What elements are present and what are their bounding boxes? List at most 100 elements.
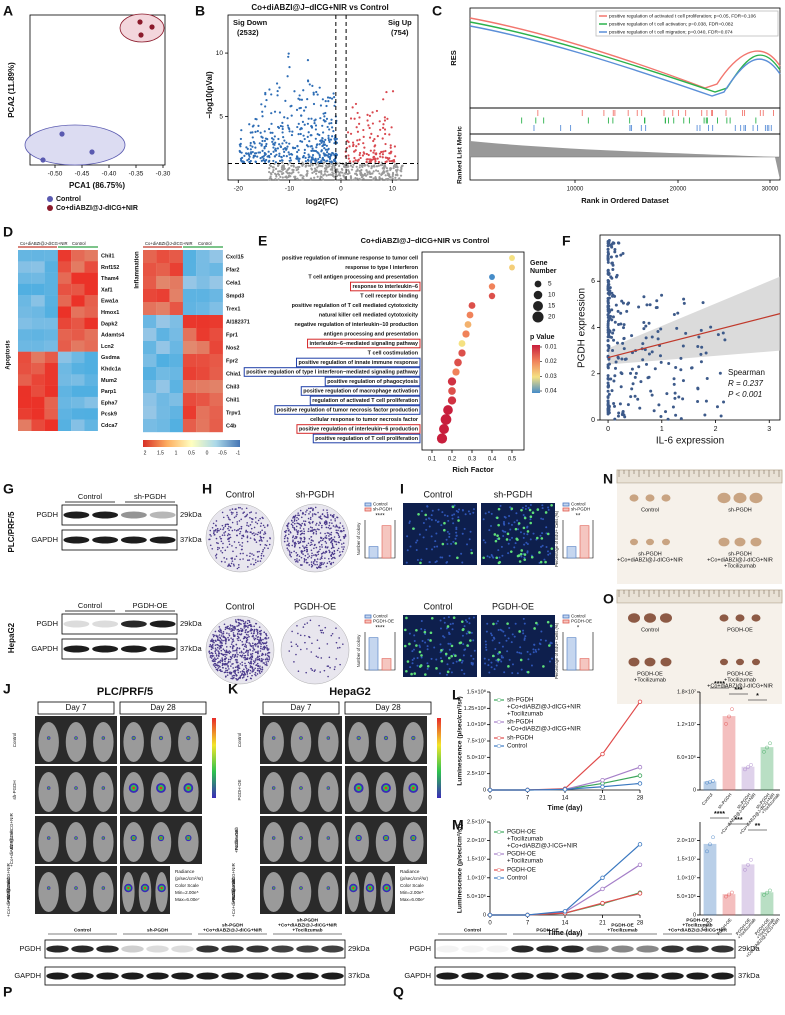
bar — [703, 843, 717, 916]
gene-point — [249, 159, 252, 163]
colony — [325, 534, 328, 537]
nucleus — [425, 528, 428, 531]
label: −log10(pVal) — [205, 71, 214, 119]
label: +Co+diABZI@J-dICG+NIR — [668, 927, 727, 933]
nucleus — [541, 532, 544, 535]
nucleus — [463, 672, 466, 675]
colony — [236, 647, 239, 649]
colony — [265, 642, 267, 645]
gene-point — [358, 116, 361, 119]
colony — [324, 540, 327, 543]
gene-point — [389, 152, 392, 155]
colony — [329, 527, 331, 530]
label: 15 — [548, 303, 556, 310]
colony — [323, 515, 326, 517]
colony — [320, 526, 323, 529]
gene-point — [270, 122, 273, 125]
metric-area — [470, 141, 780, 180]
nucleus — [457, 516, 460, 519]
colony — [246, 670, 248, 672]
colony — [298, 514, 300, 517]
colony — [252, 532, 255, 534]
blot-frame — [434, 939, 736, 959]
blot-band — [171, 972, 194, 980]
colony — [259, 641, 261, 644]
colony — [304, 641, 306, 644]
colony — [331, 557, 334, 559]
colony — [308, 537, 311, 540]
gene-point — [345, 165, 348, 169]
gene-point — [289, 161, 292, 165]
colony — [255, 634, 257, 637]
gene-point — [389, 146, 392, 149]
sample-point — [622, 323, 626, 327]
gene-point — [288, 66, 291, 69]
gene-label: Trex1 — [226, 306, 240, 312]
gene-point — [290, 164, 293, 167]
colony — [241, 640, 244, 643]
gene-point — [251, 150, 254, 154]
colony — [298, 542, 301, 544]
sample-point — [682, 297, 686, 301]
gene-point — [271, 131, 274, 134]
gene-point — [263, 159, 267, 162]
colony — [251, 652, 254, 655]
label: Ranked List Metric — [457, 126, 464, 184]
nucleus — [529, 538, 532, 541]
heat-cell — [182, 302, 197, 316]
gene-point — [307, 159, 310, 162]
label: sh-PGDH — [296, 489, 335, 499]
colony — [241, 508, 243, 510]
nucleus — [503, 523, 506, 526]
gene-point — [311, 84, 314, 87]
colony — [231, 625, 234, 627]
gene-point — [265, 142, 268, 146]
label: HepaG2 — [7, 622, 16, 653]
colony — [247, 566, 249, 568]
gene-point — [272, 168, 275, 172]
sample-point — [606, 399, 610, 403]
colony — [230, 665, 232, 667]
label: p Value — [530, 334, 555, 341]
colony — [253, 625, 255, 628]
label: Control — [56, 196, 81, 203]
colony — [286, 547, 289, 549]
colony — [303, 536, 305, 539]
nucleus — [439, 657, 442, 660]
signal — [75, 837, 77, 839]
sample-point — [613, 417, 617, 421]
y-tick-label: 0 — [591, 417, 595, 424]
gene-point — [393, 145, 396, 148]
sample-point — [665, 392, 669, 396]
heat-cell — [71, 351, 85, 364]
colony — [263, 631, 266, 634]
gene-point — [318, 154, 321, 157]
colony — [300, 525, 302, 527]
sample-point — [611, 315, 615, 319]
day-frame — [37, 701, 115, 715]
legend-marker — [497, 868, 502, 873]
sample-point — [644, 336, 648, 340]
colony — [292, 540, 294, 543]
size-key — [533, 301, 543, 311]
colony — [311, 543, 313, 546]
heat-cell — [143, 263, 157, 277]
nucleus — [535, 650, 538, 653]
colony — [317, 566, 320, 569]
panel-letter: I — [400, 481, 404, 497]
nucleus — [506, 650, 509, 653]
replicate — [743, 767, 747, 772]
nucleus — [443, 621, 446, 624]
nucleus — [486, 622, 489, 625]
nucleus — [518, 651, 521, 654]
colony — [328, 560, 331, 563]
axes — [421, 251, 525, 451]
nucleus — [439, 556, 442, 559]
gene-point — [288, 130, 291, 133]
colony — [252, 635, 254, 638]
signal — [187, 737, 189, 739]
colony — [290, 645, 293, 648]
colony — [232, 563, 235, 566]
colony — [292, 539, 294, 542]
gene-point — [391, 175, 394, 178]
